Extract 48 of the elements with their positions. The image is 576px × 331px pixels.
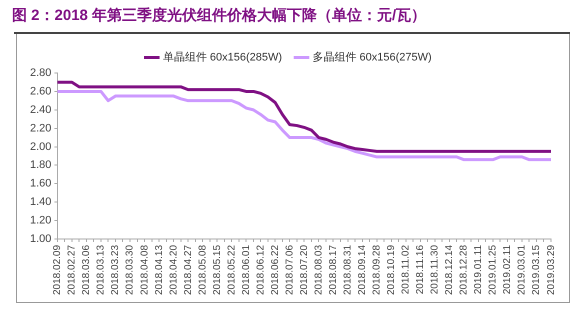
y-tick-label: 1.00 [30, 232, 52, 245]
x-tick-label: 2018.08.17 [328, 244, 339, 296]
y-tick-label: 2.60 [30, 85, 52, 98]
x-tick-label: 2018.03.23 [110, 244, 122, 296]
x-tick-label: 2018.05.08 [197, 244, 208, 296]
x-tick-label: 2018.10.19 [386, 244, 398, 296]
x-tick-label: 2018.06.22 [270, 244, 281, 296]
x-tick-label: 2018.12.14 [444, 244, 456, 296]
y-tick-label: 1.40 [30, 196, 52, 208]
x-tick-label: 2019.02.11 [502, 244, 514, 294]
x-tick-label: 2018.04.13 [154, 244, 165, 296]
x-tick-label: 2018.09.14 [357, 244, 368, 296]
x-tick-label: 2018.07.20 [298, 244, 310, 296]
x-tick-label: 2018.03.06 [81, 244, 92, 296]
x-tick-label: 2018.03.30 [124, 244, 136, 296]
x-tick-label: 2019.03.29 [546, 244, 557, 296]
x-tick-label: 2018.04.27 [182, 244, 194, 296]
x-tick-label: 2018.11.02 [400, 244, 412, 294]
x-tick-label: 2018.05.15 [212, 244, 223, 296]
x-tick-label: 2018.11.16 [415, 244, 426, 294]
x-tick-label: 2019.03.15 [531, 244, 542, 296]
y-tick-label: 1.60 [30, 178, 52, 190]
x-tick-label: 2018.05.22 [226, 244, 238, 296]
x-tick-label: 2019.01.25 [488, 244, 499, 296]
x-tick-label: 2018.12.28 [458, 244, 470, 296]
legend-label: 单晶组件 60x156(285W) [162, 50, 282, 64]
y-tick-label: 2.80 [30, 67, 52, 80]
x-tick-label: 2018.11.30 [430, 244, 441, 294]
x-tick-label: 2019.01.11 [473, 244, 484, 294]
x-tick-label: 2018.08.03 [313, 244, 324, 296]
y-tick-label: 2.40 [30, 104, 52, 116]
y-tick-label: 1.20 [30, 214, 52, 227]
x-tick-label: 2018.06.01 [240, 244, 252, 296]
x-tick-label: 2018.06.12 [255, 244, 266, 296]
x-tick-label: 2018.04.08 [139, 244, 150, 296]
y-tick-label: 1.80 [30, 159, 52, 172]
y-tick-label: 2.00 [30, 140, 52, 153]
x-tick-label: 2019.03.01 [516, 244, 528, 296]
legend-label: 多晶组件 60x156(275W) [312, 52, 432, 64]
x-tick-label: 2018.04.20 [168, 244, 180, 296]
x-tick-label: 2018.03.13 [96, 244, 107, 296]
y-tick-label: 2.20 [30, 122, 52, 134]
chart-title: 图 2：2018 年第三季度光伏组件价格大幅下降（单位：元/瓦） [12, 6, 426, 25]
x-tick-label: 2018.02.27 [66, 244, 78, 296]
x-tick-label: 2018.07.06 [284, 244, 296, 296]
x-tick-label: 2018.08.31 [342, 244, 354, 296]
x-tick-label: 2018.09.28 [372, 244, 383, 296]
x-tick-label: 2018.02.09 [52, 244, 64, 296]
